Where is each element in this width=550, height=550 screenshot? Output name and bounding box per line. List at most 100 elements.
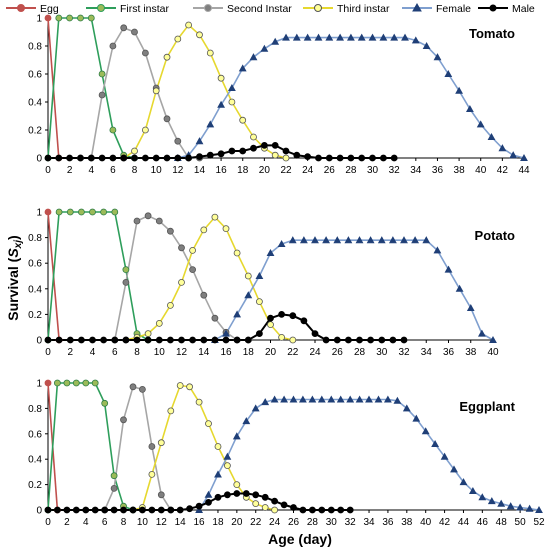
data-point-male (120, 506, 127, 514)
data-point-female (311, 236, 319, 244)
data-point-female (433, 53, 442, 61)
panel-title: Tomato (469, 26, 515, 41)
x-tick-label: 52 (533, 517, 545, 528)
x-tick-label: 10 (137, 517, 149, 528)
data-point-female (255, 271, 264, 280)
y-tick-label: 0.6 (28, 70, 42, 81)
data-point-male (280, 501, 288, 509)
data-point-female (346, 33, 355, 41)
data-point-male (327, 506, 335, 514)
x-tick-label: 20 (231, 517, 243, 528)
data-point-male (293, 151, 301, 159)
data-point-first-instar (77, 14, 84, 22)
data-point-male (87, 154, 95, 162)
data-point-third-instar (178, 278, 185, 286)
data-point-male (267, 314, 274, 322)
data-point-female (466, 303, 475, 312)
series-line-third-instar (123, 24, 287, 159)
data-point-third-instar (250, 133, 257, 141)
x-tick-label: 16 (194, 517, 206, 528)
data-point-male (304, 153, 312, 161)
x-tick-label: 14 (175, 517, 187, 528)
data-point-third-instar (186, 383, 194, 391)
data-point-male (196, 153, 203, 161)
legend-label-second-instar: Second Instar (227, 3, 292, 15)
data-point-second-instar (131, 28, 138, 36)
data-point-female (195, 505, 204, 514)
data-point-third-instar (166, 301, 174, 309)
y-tick-label: 0 (36, 336, 42, 347)
data-point-male (282, 147, 290, 155)
data-point-third-instar (228, 98, 236, 106)
x-tick-label: 8 (121, 517, 127, 528)
data-point-first-instar (109, 126, 117, 134)
data-point-male (278, 310, 286, 318)
data-point-male (101, 506, 109, 514)
data-point-male (325, 154, 333, 162)
data-point-female (289, 395, 298, 403)
data-point-third-instar (239, 116, 247, 124)
data-point-male (214, 493, 222, 501)
legend-item-second-instar: Second Instar (193, 3, 292, 15)
data-point-female (465, 104, 474, 112)
data-point-female (487, 497, 496, 505)
data-point-female (401, 33, 409, 41)
data-point-third-instar (185, 21, 193, 29)
legend-item-egg: Egg (6, 3, 59, 15)
data-point-female (288, 236, 297, 244)
data-point-first-instar (111, 208, 119, 216)
x-tick-label: 44 (518, 165, 530, 176)
y-axis-title-paren-open: ( (5, 257, 21, 266)
y-tick-label: 0.2 (28, 126, 42, 137)
data-point-female (459, 478, 468, 486)
series-line-third-instar (125, 216, 293, 341)
data-point-male (131, 154, 138, 162)
data-point-third-instar (271, 506, 279, 514)
y-axis-title-text: Survival (5, 266, 21, 320)
legend-item-first-instar: First instar (86, 3, 170, 15)
y-tick-label: 1 (36, 379, 42, 390)
x-tick-label: 22 (250, 517, 262, 528)
y-tick-label: 0.6 (28, 259, 42, 270)
data-point-female (322, 236, 331, 244)
data-point-female (535, 505, 543, 514)
data-point-female (377, 236, 386, 244)
data-point-male (178, 336, 185, 344)
data-point-first-instar (55, 14, 63, 22)
data-point-male (44, 336, 52, 344)
data-point-male (252, 491, 260, 499)
data-point-male (337, 506, 345, 514)
data-point-male (217, 150, 225, 158)
x-tick-label: 4 (88, 165, 94, 176)
data-point-female (244, 291, 253, 299)
data-point-male (110, 506, 118, 514)
data-point-third-instar (167, 407, 175, 415)
data-point-female (431, 439, 440, 448)
data-point-second-instar (109, 42, 117, 50)
data-point-female (336, 395, 345, 403)
data-point-male (271, 141, 279, 149)
data-point-male (138, 506, 146, 514)
data-point-male (289, 312, 297, 320)
data-point-male (260, 141, 268, 149)
data-point-female (478, 493, 487, 501)
x-tick-label: 36 (382, 517, 394, 528)
data-point-third-instar (205, 420, 212, 428)
x-tick-label: 6 (112, 347, 118, 358)
data-point-first-instar (89, 208, 96, 216)
x-tick-label: 38 (401, 517, 413, 528)
data-point-second-instar (211, 314, 219, 322)
data-point-male (63, 506, 71, 514)
y-tick-label: 0.8 (28, 233, 42, 244)
data-point-male (228, 147, 236, 155)
data-point-female (440, 452, 449, 460)
data-point-female (374, 395, 383, 403)
data-point-third-instar (261, 504, 269, 511)
x-tick-label: 42 (497, 165, 509, 176)
data-point-male (111, 336, 119, 344)
x-tick-label: 30 (367, 165, 379, 176)
data-point-female (303, 33, 312, 41)
data-point-first-instar (55, 208, 63, 216)
data-point-female (217, 100, 226, 108)
data-point-third-instar (163, 53, 171, 61)
